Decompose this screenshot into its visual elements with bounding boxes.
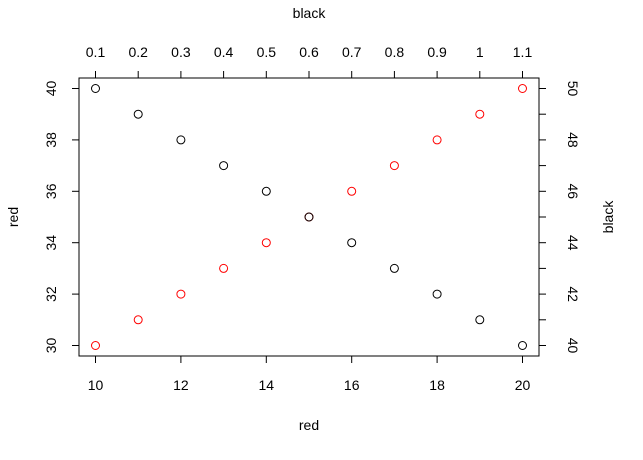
y2-tick-label: 46: [565, 184, 581, 200]
x-tick-label: 20: [515, 377, 531, 393]
y2-tick-label: 40: [565, 338, 581, 354]
x-tick-label: 14: [259, 377, 275, 393]
data-point: [261, 186, 271, 196]
x2-tick-label: 0.9: [427, 44, 447, 60]
y2-tick-label: 50: [565, 81, 581, 97]
x2-tick-label: 0.7: [342, 44, 362, 60]
data-point: [432, 289, 442, 299]
data-point: [347, 186, 357, 196]
x2-axis-label: black: [293, 5, 327, 21]
y2-axis-label: black: [600, 200, 616, 234]
data-point: [176, 289, 186, 299]
x-axis-label: red: [299, 417, 319, 433]
data-point: [475, 109, 485, 119]
plot-frame: [78, 77, 540, 357]
x2-tick-label: 0.5: [257, 44, 277, 60]
data-point: [304, 212, 314, 222]
y-tick-label: 34: [43, 235, 59, 251]
x2-tick-label: 0.1: [86, 44, 106, 60]
data-point: [518, 84, 527, 93]
y-axis-label: red: [5, 207, 21, 227]
y2-tick-label: 44: [565, 235, 581, 251]
points-layer: [91, 84, 527, 350]
x-axis-bottom: 10 12 14 16 18 20: [88, 355, 531, 393]
data-point: [518, 341, 527, 350]
x-tick-label: 10: [88, 377, 104, 393]
data-point: [133, 315, 143, 325]
y-tick-label: 40: [43, 81, 59, 97]
data-point: [91, 341, 100, 350]
x2-tick-label: 0.6: [299, 44, 319, 60]
series-2: [91, 84, 527, 350]
data-point: [347, 238, 357, 248]
y2-tick-label: 42: [565, 286, 581, 302]
x2-tick-label: 0.3: [171, 44, 191, 60]
y-tick-label: 32: [43, 286, 59, 302]
series-1: [91, 84, 527, 350]
data-point: [389, 263, 399, 273]
x-tick-label: 12: [173, 377, 189, 393]
y-axis-right: 40 42 44 46 48 50: [538, 81, 581, 354]
x2-tick-label: 0.2: [128, 44, 148, 60]
data-point: [389, 161, 399, 171]
x-tick-label: 16: [344, 377, 360, 393]
y-tick-label: 36: [43, 183, 59, 199]
data-point: [176, 135, 186, 145]
data-point: [133, 109, 143, 119]
x2-tick-label: 0.8: [385, 44, 405, 60]
data-point: [219, 161, 229, 171]
x-axis-top: 0.1 0.2 0.3 0.4 0.5 0.6 0.7 0.8 0.9 1 1.1: [86, 44, 533, 79]
y-tick-label: 38: [43, 132, 59, 148]
y2-tick-label: 48: [565, 132, 581, 148]
x-tick-label: 18: [429, 377, 445, 393]
x2-tick-label: 0.4: [214, 44, 234, 60]
data-point: [261, 238, 271, 248]
data-point: [219, 263, 229, 273]
data-point: [432, 135, 442, 145]
y-tick-label: 30: [43, 338, 59, 354]
y-axis-left: 30 32 34 36 38 40: [43, 81, 80, 354]
data-point: [475, 315, 485, 325]
data-point: [91, 84, 100, 93]
x2-tick-label: 1.1: [513, 44, 533, 60]
x2-tick-label: 1: [476, 44, 484, 60]
